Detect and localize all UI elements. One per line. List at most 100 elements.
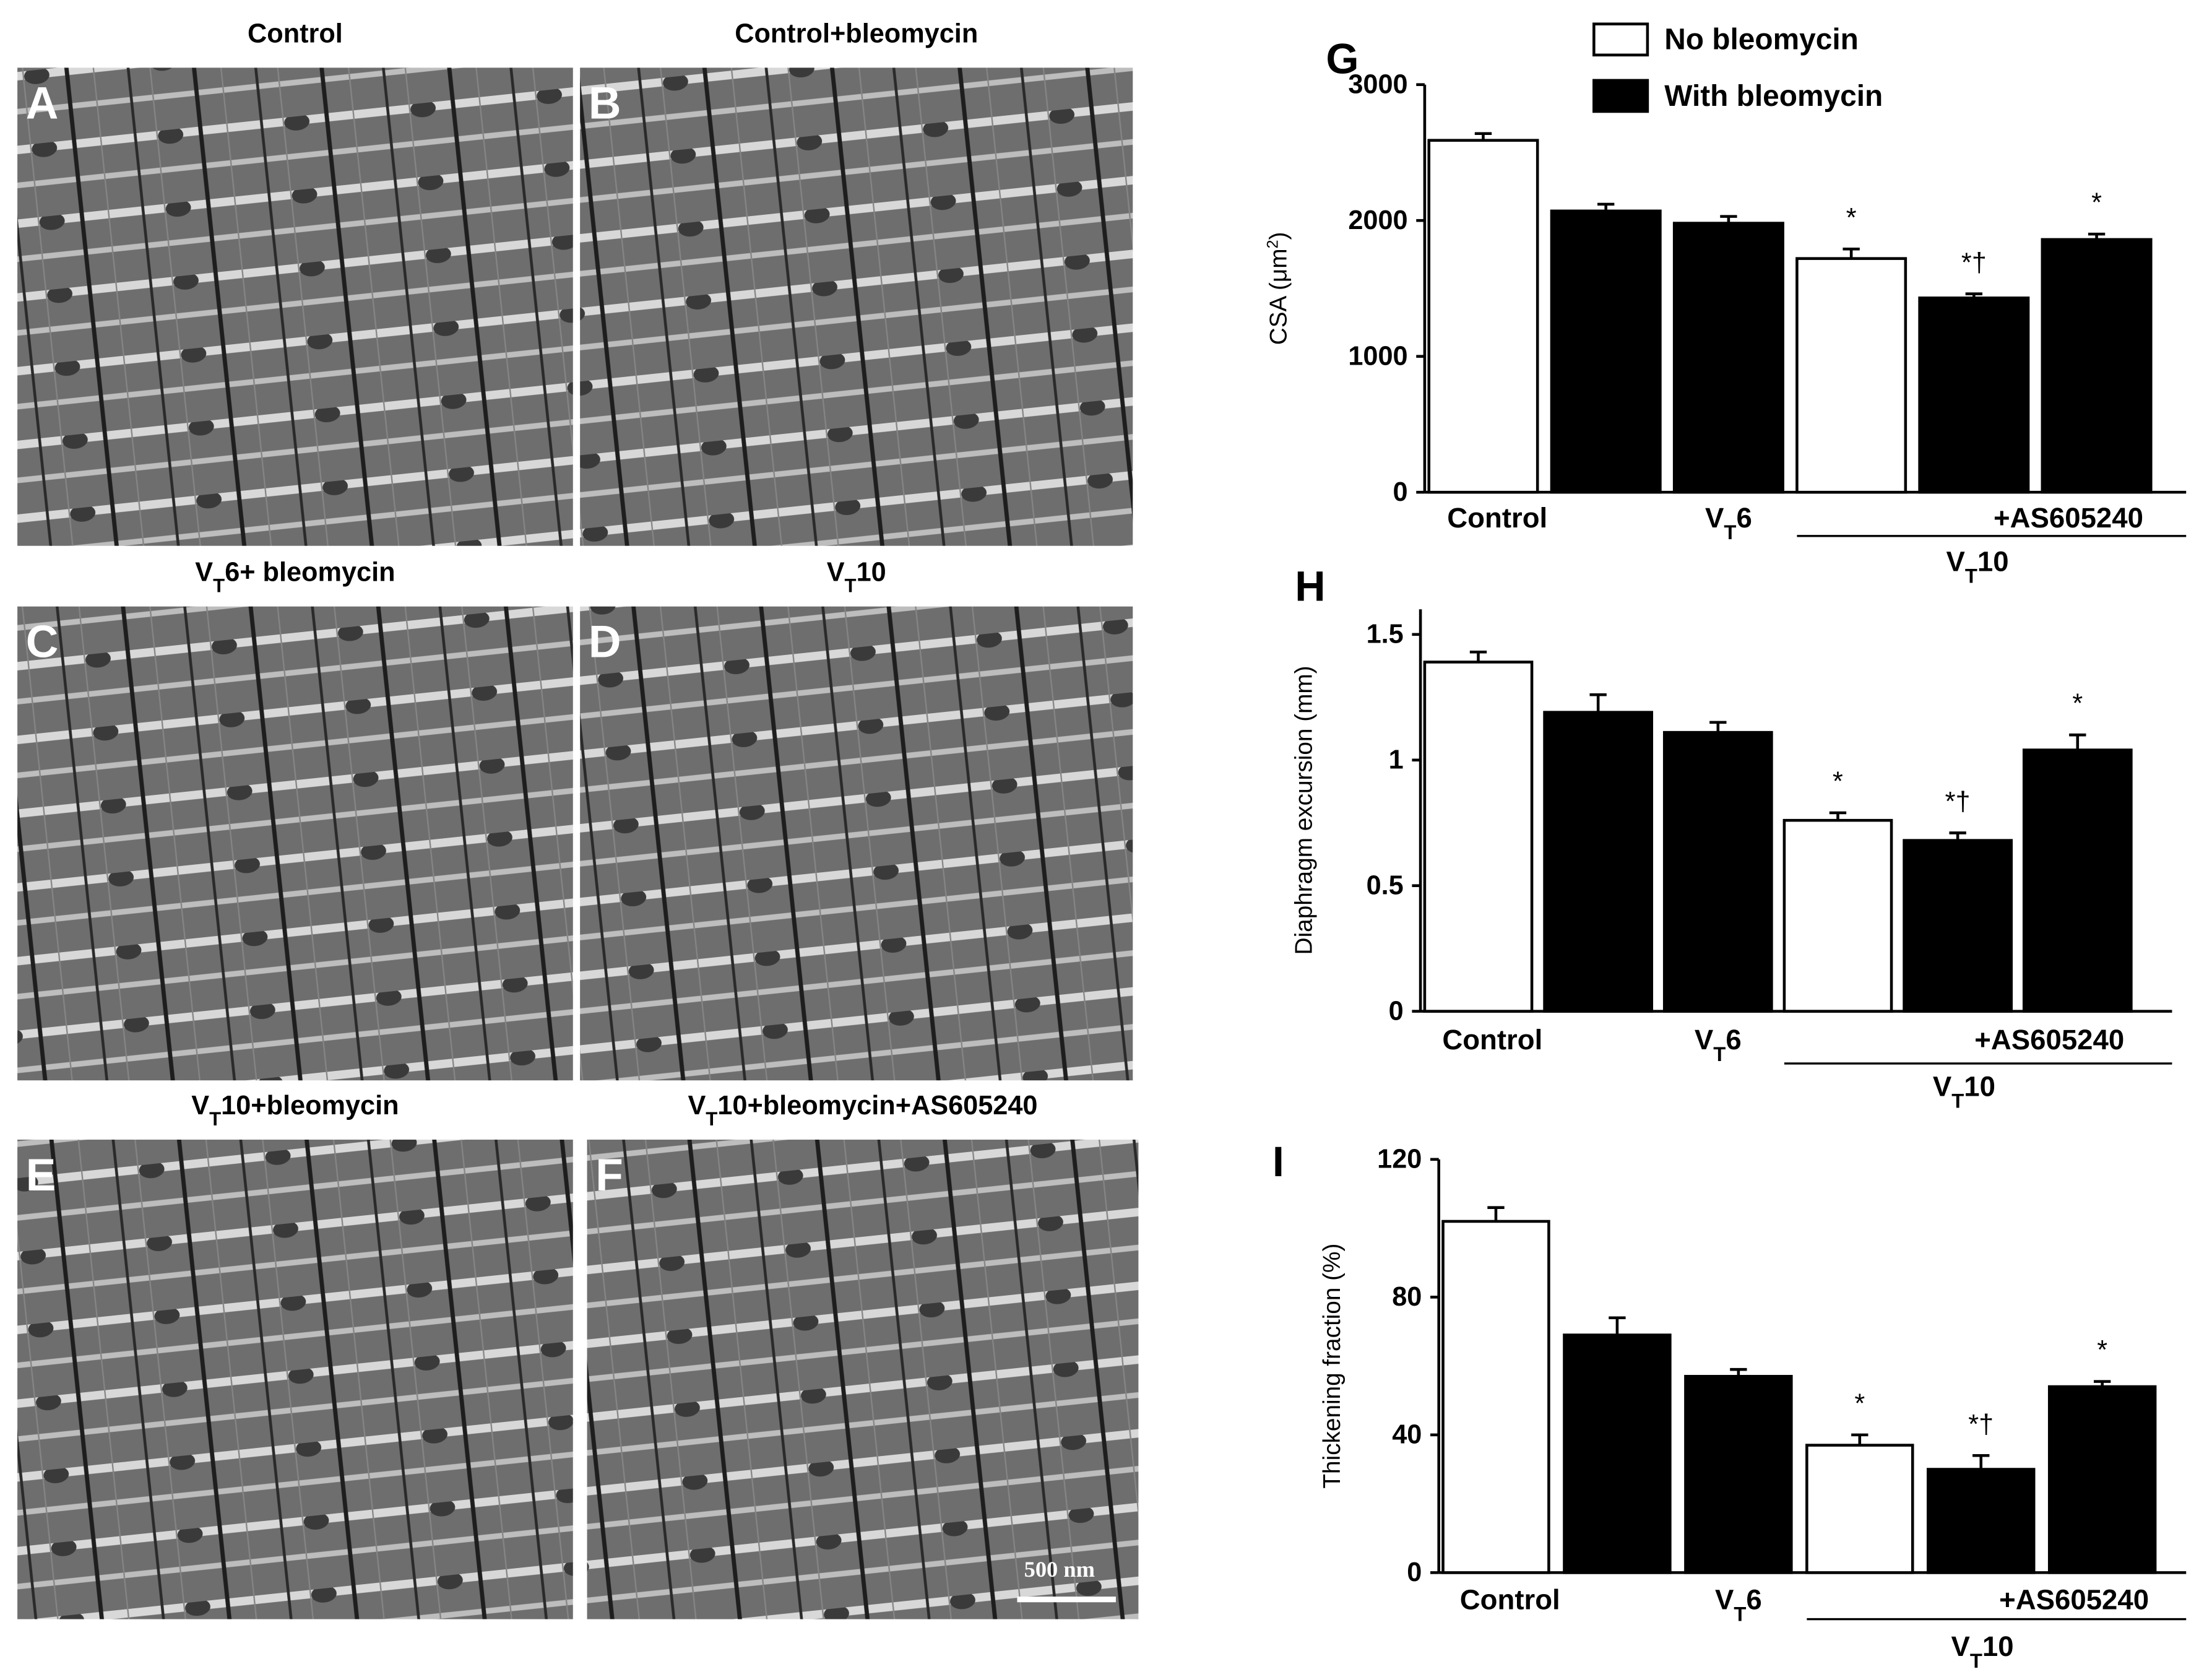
bar [1927, 1468, 2036, 1574]
y-axis-title: Thickening fraction (%) [1319, 1244, 1346, 1489]
text-part: V [195, 558, 213, 587]
bar [1684, 1375, 1793, 1574]
text-part: 10 [1977, 546, 2009, 578]
bar [2041, 238, 2153, 494]
x-tick-label: +AS605240 [1974, 1024, 2124, 1055]
text-part: CSA (μm [1266, 249, 1292, 345]
text-part: 10 [1982, 1631, 2014, 1662]
text-part: V [1715, 1584, 1734, 1616]
subscript: T [845, 574, 857, 596]
superscript: 2 [1264, 240, 1282, 249]
text-part: 6+ bleomycin [225, 558, 395, 587]
y-tick-label: 40 [1392, 1420, 1422, 1450]
bar [1805, 1444, 1914, 1574]
x-tick-label: VT6 [1695, 1024, 1742, 1065]
subscript: T [209, 1107, 221, 1129]
significance-label: * [2072, 689, 2083, 719]
subscript: T [1951, 1089, 1964, 1112]
legend-label: With bleomycin [1664, 80, 1883, 113]
text-part: 10+bleomycin [221, 1091, 399, 1120]
subscript: T [213, 574, 225, 596]
x-tick-label: Control [1447, 502, 1547, 534]
significance-label: *† [1968, 1410, 1994, 1439]
micrograph-title: Control+bleomycin [735, 19, 978, 48]
x-tick-label: VT6 [1715, 1584, 1762, 1626]
subscript: T [1713, 1042, 1726, 1065]
bar [1550, 209, 1662, 494]
subscript: T [706, 1107, 717, 1129]
text-part: V [1933, 1070, 1952, 1102]
text-part: V [827, 558, 845, 587]
significance-label: * [1846, 203, 1857, 233]
bar [1543, 711, 1654, 1013]
bar [1441, 1220, 1550, 1574]
panel-letter: D [589, 617, 621, 667]
micrograph [17, 606, 573, 1081]
panel-letter: B [589, 78, 621, 128]
legend-swatch [1592, 79, 1649, 113]
text-part: ) [1266, 232, 1292, 240]
text-part: V [1951, 1631, 1970, 1662]
panel-letter: A [26, 78, 59, 128]
micrograph [17, 1139, 573, 1619]
micrograph [580, 606, 1133, 1081]
significance-label: * [1833, 767, 1843, 797]
y-tick-label: 1 [1389, 745, 1404, 774]
bar [1795, 257, 1907, 494]
text-part: 10 [1964, 1070, 1995, 1102]
text-part: V [1695, 1024, 1714, 1055]
y-tick-label: 120 [1377, 1145, 1422, 1174]
x-tick-label: VT6 [1705, 502, 1752, 544]
group-label: VT10 [1946, 546, 2008, 587]
legend-swatch [1592, 22, 1649, 57]
subscript: T [1724, 521, 1736, 544]
bar [1782, 818, 1893, 1013]
bar [2047, 1385, 2157, 1574]
panel-letter: E [26, 1150, 56, 1200]
bar [1903, 839, 2013, 1013]
micrograph-title: VT10+bleomycin+AS605240 [688, 1091, 1037, 1130]
chart-letter: G [1326, 35, 1359, 82]
y-axis-title: Diaphragm excursion (mm) [1291, 665, 1318, 955]
chart-letter: H [1295, 563, 1325, 610]
y-tick-label: 1000 [1348, 341, 1407, 371]
x-tick-label: +AS605240 [1999, 1584, 2149, 1616]
significance-label: * [2091, 188, 2102, 218]
bar [1662, 730, 1773, 1013]
legend-label: No bleomycin [1664, 24, 1859, 56]
text-part: 10+bleomycin+AS605240 [717, 1091, 1037, 1120]
group-label: VT10 [1933, 1070, 1995, 1112]
bar [1672, 222, 1784, 494]
y-tick-label: 1.5 [1367, 620, 1404, 649]
micrograph-title: VT10 [827, 558, 886, 597]
bar [1423, 661, 1534, 1013]
significance-label: *† [1945, 787, 1971, 817]
micrograph-title: VT10+bleomycin [191, 1091, 399, 1130]
text-part: 6 [1746, 1584, 1761, 1616]
y-tick-label: 0 [1393, 477, 1408, 507]
text-part: V [688, 1091, 706, 1120]
y-tick-label: 3000 [1348, 69, 1407, 99]
text-part: 6 [1736, 502, 1752, 534]
panel-letter: F [595, 1150, 623, 1200]
group-label: VT10 [1951, 1631, 2013, 1672]
subscript: T [1734, 1602, 1746, 1625]
micrograph-title: VT6+ bleomycin [195, 558, 395, 597]
panel-letter: C [26, 617, 59, 667]
significance-label: * [1854, 1389, 1865, 1418]
x-tick-label: Control [1460, 1584, 1560, 1616]
text-part: V [191, 1091, 209, 1120]
significance-label: * [2097, 1335, 2107, 1365]
y-tick-label: 0.5 [1367, 870, 1404, 900]
micrograph [587, 1139, 1139, 1619]
y-tick-label: 2000 [1348, 206, 1407, 235]
text-part: 10 [857, 558, 886, 587]
micrograph [580, 67, 1133, 546]
micrograph-title: Control [248, 19, 343, 48]
subscript: T [1970, 1649, 1982, 1671]
y-axis-title: CSA (μm2) [1264, 232, 1292, 345]
bar [2022, 748, 2133, 1013]
